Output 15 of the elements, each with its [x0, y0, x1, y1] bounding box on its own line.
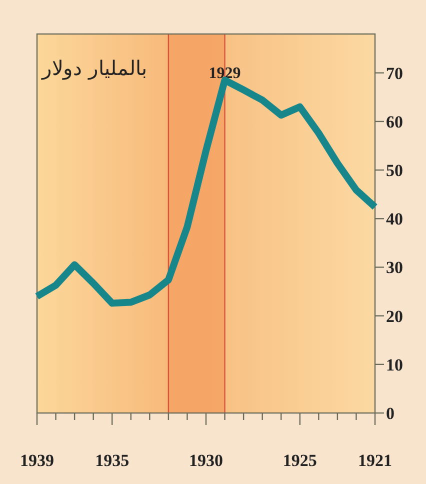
- x-tick-label: 1935: [95, 451, 130, 470]
- x-tick-label: 1925: [282, 451, 317, 470]
- ref-line-label: 1929: [208, 65, 241, 82]
- x-tick-label: 1930: [189, 451, 223, 470]
- y-tick-label: 30: [386, 258, 403, 278]
- y-tick-label: 40: [386, 210, 403, 229]
- y-tick-label: 0: [386, 404, 394, 423]
- y-tick-label: 50: [386, 161, 403, 180]
- y-tick-label: 20: [386, 306, 403, 326]
- x-tick-label: 1921: [358, 451, 392, 470]
- y-tick-label: 10: [386, 355, 403, 374]
- y-tick-label: 70: [386, 64, 403, 83]
- x-tick-label: 1939: [20, 451, 54, 470]
- text: بالمليار دولار: [41, 56, 148, 80]
- y-tick-label: 60: [386, 112, 403, 132]
